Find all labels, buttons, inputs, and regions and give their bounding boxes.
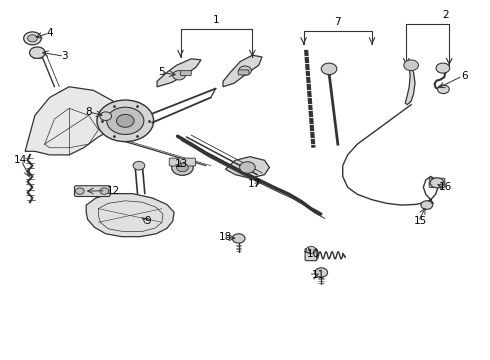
- Text: 8: 8: [85, 107, 92, 117]
- Circle shape: [430, 178, 444, 188]
- Text: 5: 5: [159, 67, 165, 77]
- Text: 6: 6: [462, 71, 468, 81]
- Polygon shape: [86, 194, 174, 237]
- Text: 13: 13: [175, 159, 188, 169]
- FancyBboxPatch shape: [169, 158, 196, 166]
- Circle shape: [133, 161, 145, 170]
- Text: 7: 7: [335, 17, 341, 27]
- FancyBboxPatch shape: [305, 248, 317, 261]
- Text: 9: 9: [144, 216, 150, 226]
- Circle shape: [100, 188, 109, 194]
- Polygon shape: [25, 87, 123, 155]
- Circle shape: [421, 201, 433, 210]
- FancyBboxPatch shape: [238, 70, 249, 75]
- Text: 11: 11: [312, 270, 325, 280]
- Text: 1: 1: [212, 15, 219, 26]
- Circle shape: [239, 66, 251, 75]
- Circle shape: [100, 112, 112, 121]
- Circle shape: [176, 163, 188, 172]
- Circle shape: [24, 32, 41, 45]
- Text: 15: 15: [414, 216, 427, 226]
- FancyBboxPatch shape: [74, 186, 110, 197]
- Circle shape: [27, 35, 37, 42]
- Circle shape: [107, 107, 144, 134]
- Polygon shape: [157, 59, 201, 87]
- Polygon shape: [405, 65, 415, 105]
- Text: 17: 17: [248, 179, 261, 189]
- Circle shape: [436, 63, 450, 73]
- Circle shape: [29, 47, 45, 58]
- Text: 12: 12: [106, 186, 120, 196]
- Text: 10: 10: [307, 248, 320, 258]
- Circle shape: [97, 100, 154, 141]
- Polygon shape: [225, 157, 270, 178]
- Circle shape: [321, 63, 337, 75]
- Circle shape: [232, 234, 245, 243]
- Text: 2: 2: [442, 10, 449, 20]
- Circle shape: [172, 159, 193, 175]
- Circle shape: [404, 60, 418, 71]
- Text: 18: 18: [219, 232, 232, 242]
- Circle shape: [438, 85, 449, 94]
- Text: 14: 14: [14, 155, 27, 165]
- Circle shape: [306, 246, 316, 253]
- Circle shape: [315, 268, 328, 277]
- FancyBboxPatch shape: [180, 71, 191, 76]
- Circle shape: [117, 114, 134, 127]
- Circle shape: [75, 188, 84, 194]
- Polygon shape: [223, 55, 262, 87]
- Text: 16: 16: [439, 182, 452, 192]
- Circle shape: [240, 162, 255, 173]
- FancyBboxPatch shape: [429, 178, 445, 188]
- Text: 3: 3: [61, 51, 68, 61]
- Text: 4: 4: [46, 28, 53, 38]
- Circle shape: [172, 71, 185, 80]
